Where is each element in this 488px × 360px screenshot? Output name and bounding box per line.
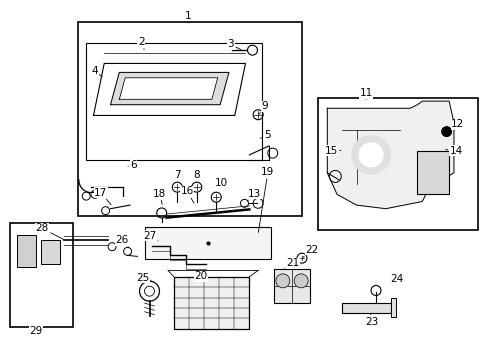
Text: 18: 18: [152, 189, 165, 204]
Bar: [144, 226, 271, 259]
Text: 20: 20: [194, 271, 207, 281]
Text: 28: 28: [36, 224, 64, 240]
Text: 15: 15: [324, 145, 340, 156]
Text: 29: 29: [29, 326, 42, 336]
Circle shape: [275, 274, 289, 288]
Text: 25: 25: [136, 273, 151, 283]
Text: 4: 4: [91, 66, 102, 77]
Bar: [17, 234, 36, 267]
Text: 16: 16: [180, 186, 194, 203]
Text: 17: 17: [94, 188, 111, 205]
Text: 8: 8: [193, 170, 200, 180]
Circle shape: [351, 135, 390, 174]
Bar: [10, 223, 73, 327]
Text: 5: 5: [260, 130, 271, 140]
Bar: [341, 303, 390, 313]
Bar: [86, 43, 261, 160]
Text: 12: 12: [448, 120, 464, 129]
Circle shape: [358, 143, 383, 167]
Text: 14: 14: [445, 145, 462, 156]
Bar: [273, 269, 309, 303]
Text: 7: 7: [174, 170, 180, 180]
Bar: [317, 98, 477, 230]
Text: 9: 9: [259, 102, 268, 114]
Text: 23: 23: [365, 313, 378, 327]
Text: 27: 27: [142, 231, 158, 241]
Text: 21: 21: [284, 258, 299, 268]
Text: 2: 2: [138, 37, 144, 50]
Bar: [41, 240, 60, 264]
Circle shape: [441, 127, 451, 136]
Bar: [174, 277, 249, 329]
Text: 24: 24: [389, 274, 402, 284]
Text: 11: 11: [359, 88, 372, 99]
Polygon shape: [119, 78, 217, 99]
Text: 26: 26: [115, 235, 128, 247]
Polygon shape: [326, 101, 453, 209]
Text: 1: 1: [185, 11, 191, 23]
Text: 22: 22: [303, 245, 318, 257]
Text: 13: 13: [247, 189, 260, 201]
Bar: [390, 298, 395, 317]
Polygon shape: [110, 72, 228, 105]
Polygon shape: [93, 63, 245, 116]
Text: 3: 3: [227, 40, 240, 50]
Circle shape: [294, 274, 307, 288]
Bar: [417, 151, 448, 194]
Text: 10: 10: [214, 178, 227, 188]
Text: 6: 6: [128, 160, 137, 170]
Bar: [78, 22, 302, 216]
Text: 19: 19: [258, 167, 274, 233]
